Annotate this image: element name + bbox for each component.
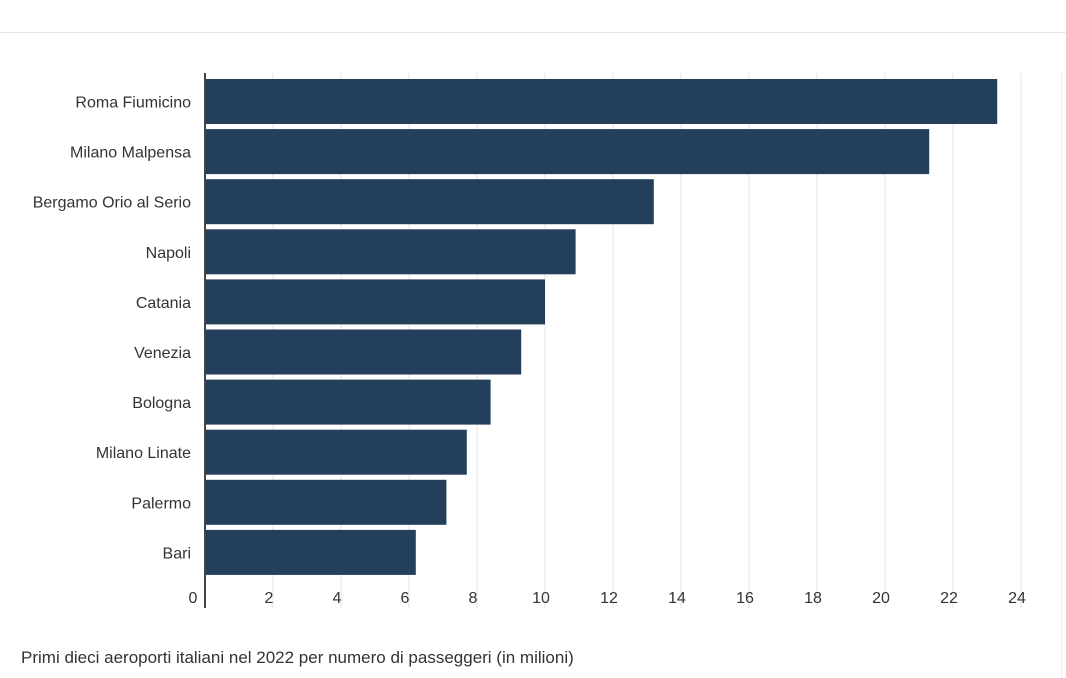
bar [206, 179, 654, 225]
x-tick-label: 16 [736, 590, 754, 607]
bar-chart: Roma Fiumicino Milano Malpensa Bergamo Ori… [33, 73, 1026, 608]
category-label: Venezia [134, 345, 191, 362]
bar [206, 129, 930, 175]
bar [206, 229, 576, 275]
category-label: Roma Fiumicino [75, 95, 191, 112]
bar [206, 279, 545, 325]
x-tick-label: 2 [265, 590, 274, 607]
category-label: Bergamo Orio al Serio [33, 195, 191, 212]
top-divider [0, 32, 1066, 33]
bar [206, 429, 467, 475]
bar [206, 329, 522, 375]
x-tick-label: 8 [469, 590, 478, 607]
x-tick-label: 14 [668, 590, 686, 607]
category-label: Milano Malpensa [70, 145, 191, 162]
category-label: Napoli [146, 245, 191, 262]
x-tick-label: 12 [600, 590, 618, 607]
x-tick-label: 18 [804, 590, 822, 607]
chart-caption: Primi dieci aeroporti italiani nel 2022 … [21, 648, 574, 667]
x-tick-label: 20 [872, 590, 890, 607]
bar [206, 529, 416, 575]
category-label: Bologna [132, 395, 191, 412]
category-label: Catania [136, 295, 191, 312]
right-divider [1061, 72, 1062, 678]
category-label: Palermo [131, 495, 191, 512]
x-tick-label: 6 [401, 590, 410, 607]
x-tick-label: 24 [1008, 590, 1026, 607]
category-label: Bari [163, 545, 191, 562]
x-tick-label: 10 [532, 590, 550, 607]
bar [206, 479, 447, 525]
x-tick-label: 4 [333, 590, 342, 607]
category-label: Milano Linate [96, 445, 191, 462]
bar [206, 379, 491, 425]
x-tick-label: 22 [940, 590, 958, 607]
x-tick-label: 0 [189, 590, 198, 607]
bar [206, 79, 998, 124]
